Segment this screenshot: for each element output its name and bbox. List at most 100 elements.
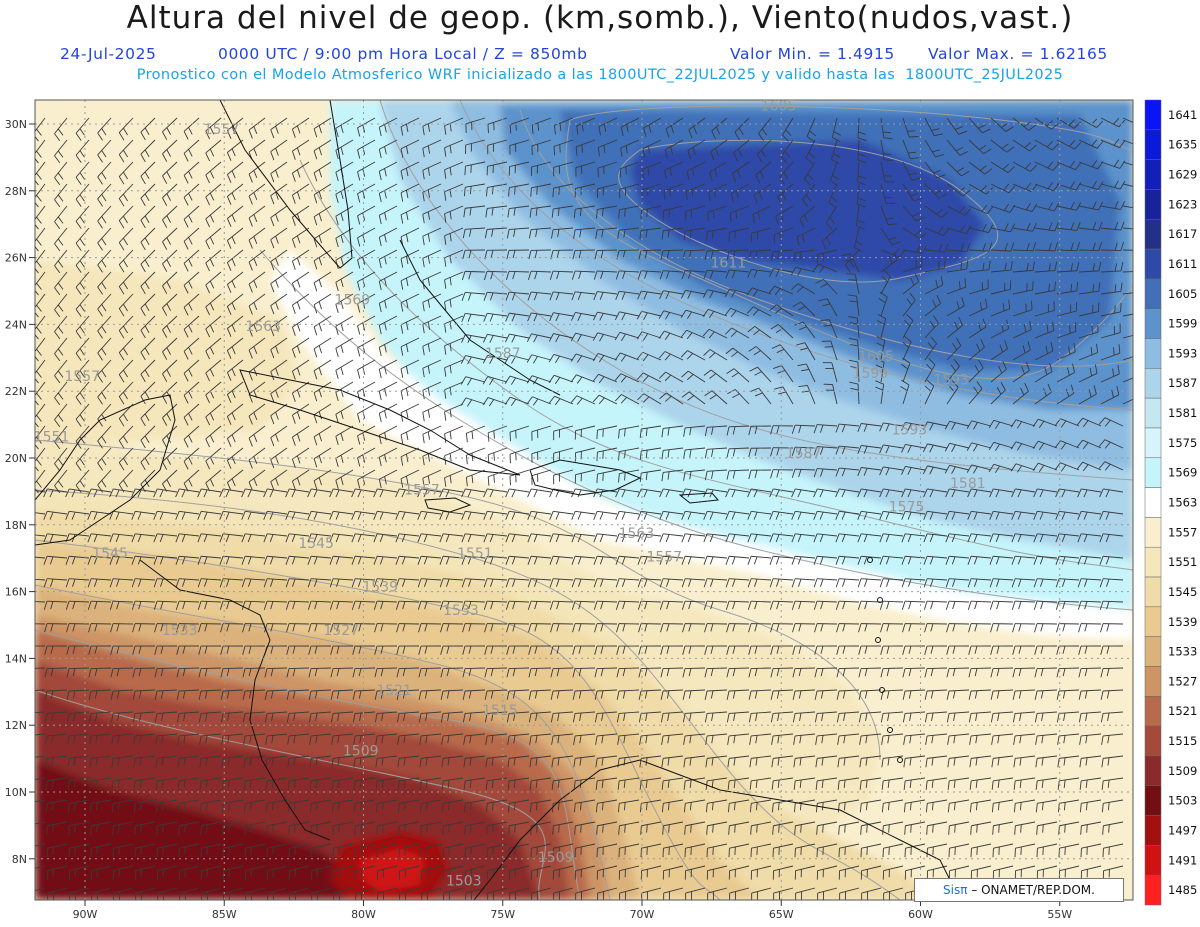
- wind-barb: [310, 843, 332, 858]
- wind-barb: [396, 667, 420, 678]
- wind-barb: [749, 777, 772, 790]
- wind-barb: [223, 887, 244, 900]
- wind-barb: [75, 117, 90, 141]
- wind-barb: [65, 488, 90, 498]
- wind-barb: [397, 799, 420, 813]
- wind-barb: [374, 667, 398, 678]
- wind-barb: [270, 249, 288, 271]
- wind-barb: [226, 403, 244, 425]
- wind-barb: [422, 403, 442, 422]
- wind-barb: [87, 555, 112, 565]
- wind-barb: [900, 379, 910, 405]
- wind-barb: [968, 242, 993, 252]
- wind-barb: [331, 755, 354, 768]
- wind-barb: [836, 711, 860, 723]
- wind-barb: [97, 205, 112, 229]
- colorbar-swatch: [1144, 368, 1162, 399]
- wind-barb: [162, 337, 178, 360]
- wind-barb: [1013, 799, 1036, 813]
- colorbar-swatch: [1144, 248, 1162, 280]
- wind-barb: [266, 821, 288, 835]
- colorbar-swatch: [1144, 457, 1162, 488]
- contour-line: [35, 629, 581, 900]
- wind-barb: [549, 270, 574, 280]
- wind-barb: [684, 821, 706, 835]
- wind-barb: [639, 425, 662, 438]
- wind-barb: [110, 623, 134, 633]
- wind-barb: [483, 291, 508, 301]
- wind-barb: [619, 887, 640, 900]
- wind-barb: [618, 205, 640, 219]
- wind-barb: [924, 379, 935, 405]
- wind-barb: [1122, 356, 1133, 361]
- wind-barb: [902, 273, 920, 295]
- wind-barb: [793, 777, 816, 790]
- wind-barb: [509, 425, 530, 442]
- wind-barb: [792, 623, 816, 633]
- wind-barb: [573, 755, 596, 768]
- wind-barb: [1078, 343, 1099, 361]
- wind-barb: [659, 270, 684, 280]
- wind-barb: [946, 260, 969, 273]
- wind-barb: [308, 711, 332, 723]
- wind-barb: [352, 711, 376, 723]
- wind-barb: [597, 139, 618, 157]
- wind-barb: [205, 337, 222, 360]
- wind-barb: [860, 865, 882, 880]
- wind-barb: [681, 533, 706, 543]
- wind-barb: [638, 667, 662, 678]
- wind-barb: [614, 352, 640, 362]
- wind-barb: [265, 777, 288, 790]
- wind-barb: [487, 469, 508, 486]
- wind-barb: [75, 205, 90, 229]
- wind-barb: [313, 227, 332, 248]
- wind-barb: [990, 667, 1014, 678]
- wind-barb: [198, 645, 222, 655]
- wind-barb: [614, 394, 640, 405]
- wind-barb: [422, 227, 442, 246]
- wind-barb: [54, 183, 68, 208]
- wind-barb: [354, 821, 376, 835]
- wind-barb: [140, 183, 156, 207]
- wind-barb: [945, 488, 970, 498]
- wind-barb: [35, 447, 46, 472]
- wind-barb: [109, 533, 134, 543]
- wind-barb: [946, 667, 970, 678]
- colorbar-swatch: [1144, 696, 1162, 727]
- wind-barb: [444, 425, 464, 443]
- wind-barb: [422, 139, 442, 158]
- wind-barb: [902, 623, 926, 633]
- wind-barb: [140, 271, 156, 295]
- wind-barb: [922, 443, 948, 453]
- wind-barb: [198, 689, 222, 700]
- wind-barb: [707, 887, 728, 900]
- wind-barb: [901, 465, 926, 475]
- wind-barb: [1078, 302, 1100, 317]
- wind-barb: [770, 711, 794, 723]
- wind-barb: [329, 555, 354, 565]
- wind-barb: [858, 689, 882, 700]
- wind-barb: [528, 623, 552, 633]
- wind-barb: [836, 645, 860, 655]
- lon-tick-label: 85W: [212, 908, 237, 921]
- wind-barb: [879, 533, 904, 543]
- wind-barb: [484, 227, 508, 239]
- wind-barb: [286, 667, 310, 678]
- wind-barb: [197, 578, 222, 588]
- wind-barb: [418, 711, 442, 723]
- wind-barb: [792, 689, 816, 700]
- wind-barb: [704, 623, 728, 633]
- wind-barb: [335, 337, 354, 358]
- wind-barb: [750, 843, 772, 858]
- wind-barb: [418, 645, 442, 655]
- wind-barb: [131, 555, 156, 565]
- wind-barb: [357, 381, 376, 401]
- wind-barb: [373, 533, 398, 543]
- wind-barb: [813, 424, 838, 434]
- wind-barb: [529, 755, 552, 768]
- wind-barb: [704, 689, 728, 700]
- wind-barb: [549, 312, 574, 322]
- jamaica-coast: [424, 497, 472, 513]
- wind-barb: [991, 799, 1014, 813]
- wind-barb: [162, 293, 178, 316]
